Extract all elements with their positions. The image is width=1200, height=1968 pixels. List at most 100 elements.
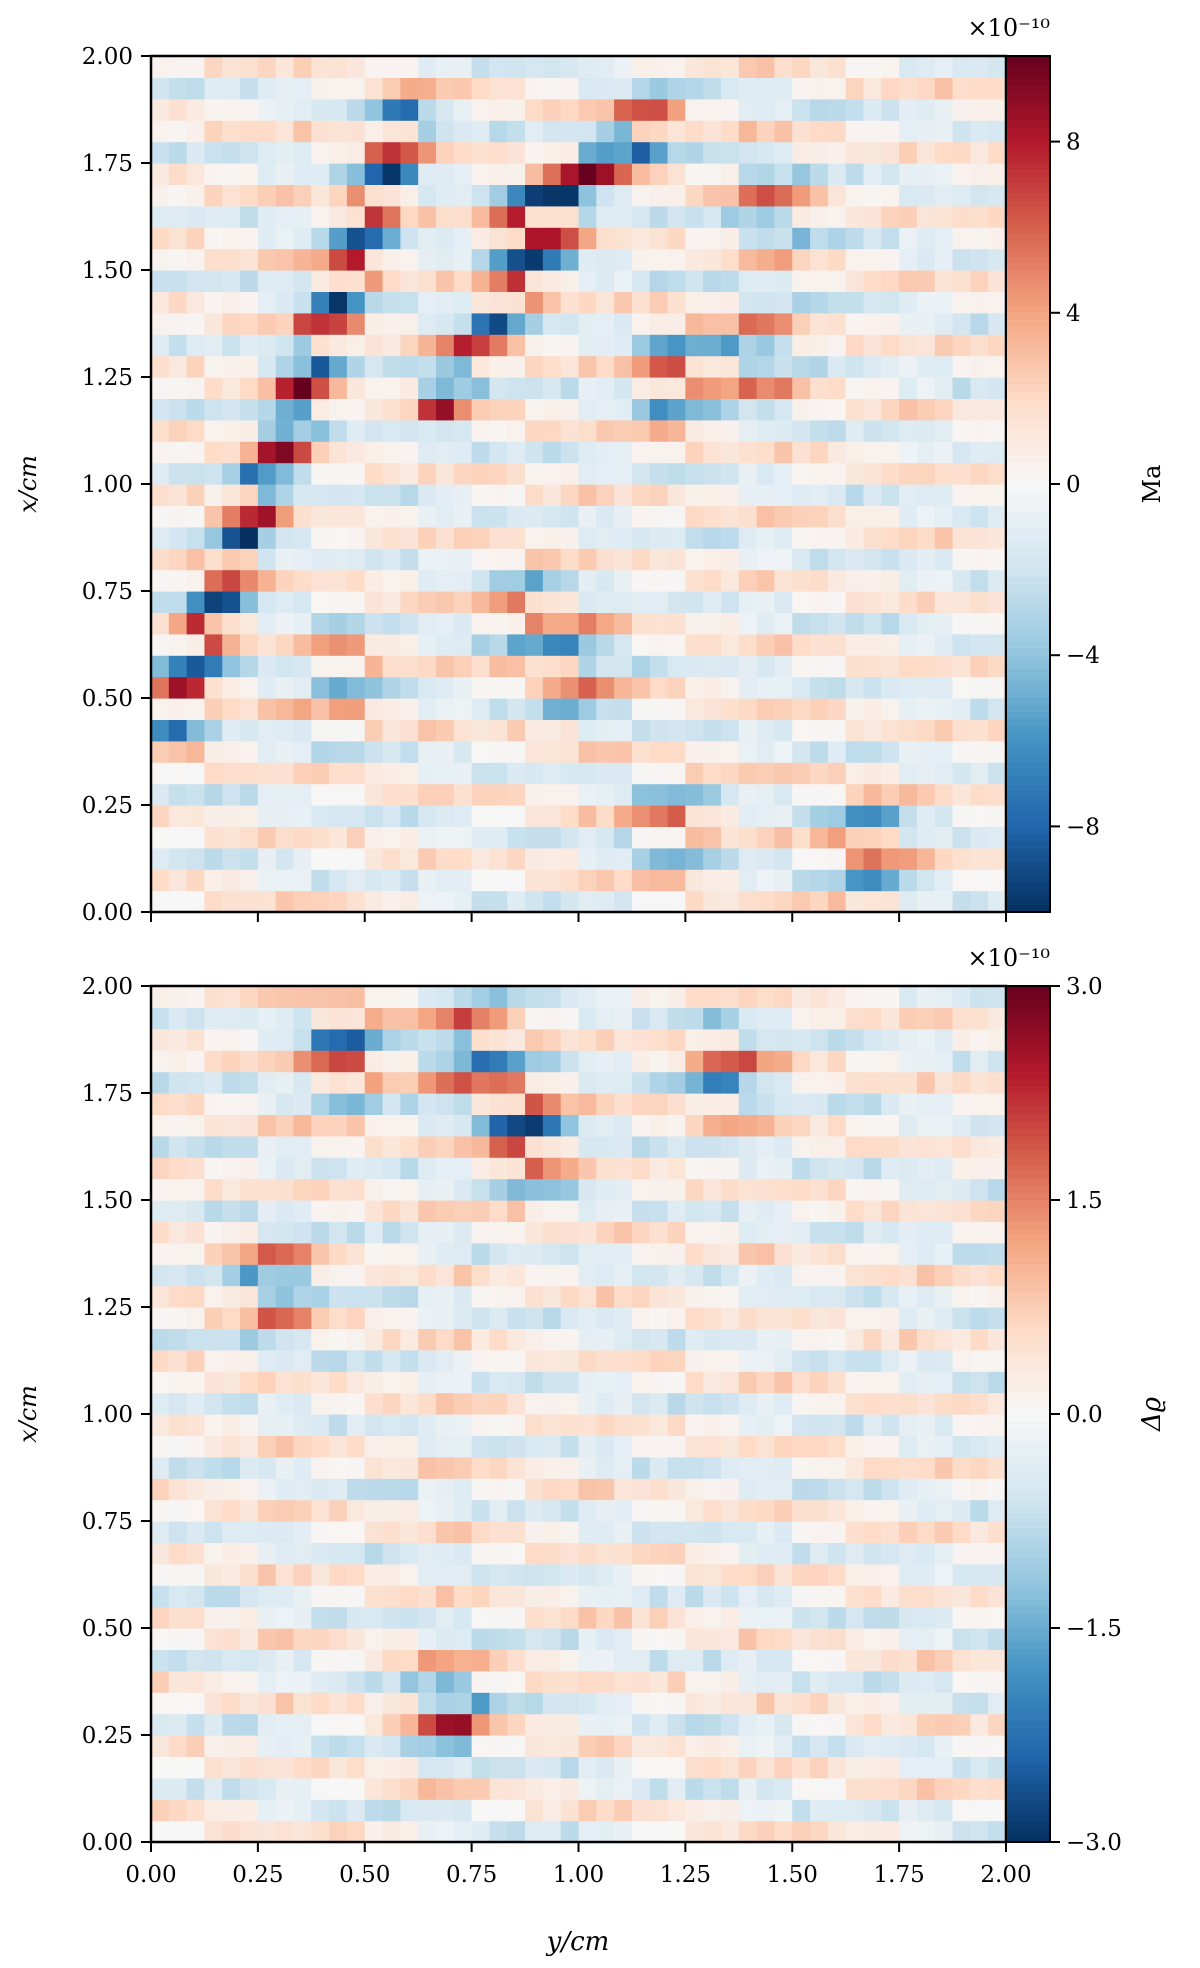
heatmap-cell [827,1114,847,1137]
heatmap-cell [364,1328,384,1351]
heatmap-cell [774,484,793,506]
colorbar-segment [1006,1000,1050,1008]
heatmap-cell [275,762,295,785]
heatmap-cell [346,762,366,785]
heatmap-cell [293,1178,312,1201]
heatmap-cell [721,1157,740,1180]
heatmap-cell [400,1456,419,1479]
heatmap-cell [489,419,508,442]
heatmap-cell [151,1692,170,1715]
heatmap-cell [810,1307,829,1329]
heatmap-cell [489,805,508,827]
heatmap-cell [471,1349,491,1372]
heatmap-cell [222,569,241,592]
heatmap-cell [346,77,366,100]
heatmap-cell [240,1435,259,1458]
colorbar-segment [1006,1192,1050,1201]
heatmap-cell [257,377,277,399]
heatmap-cell [631,1157,651,1180]
heatmap-cell [293,847,312,870]
heatmap-cell [881,1799,900,1822]
heatmap-cell [810,1392,829,1415]
heatmap-cell [204,655,223,678]
heatmap-cell [222,1307,241,1329]
heatmap-cell [810,1435,829,1458]
heatmap-cell [970,719,989,742]
heatmap-cell [560,1628,580,1650]
heatmap-cell [257,1307,277,1329]
heatmap-cell [186,655,206,678]
heatmap-cell [614,1285,633,1308]
heatmap-cell [685,698,704,720]
heatmap-cell [204,1799,223,1822]
heatmap-cell [471,377,491,399]
heatmap-cell [151,1670,170,1693]
heatmap-cell [542,120,562,143]
heatmap-cell [257,1628,277,1650]
heatmap-cell [756,1478,776,1501]
heatmap-cell [400,591,419,613]
heatmap-cell [240,676,259,699]
heatmap-cell [721,1392,740,1415]
heatmap-cell [364,847,384,870]
heatmap-cell [970,1585,989,1608]
heatmap-cell [827,1221,847,1244]
colorbar-segment [1006,476,1050,485]
heatmap-cell [845,163,865,185]
heatmap-cell [649,419,669,442]
heatmap-cell [329,184,348,207]
heatmap-cell [400,1542,419,1565]
heatmap-cell [952,1285,971,1308]
colorbar-segment [1006,1228,1050,1237]
heatmap-cell [685,1242,704,1265]
heatmap-cell [792,591,811,613]
heatmap-cell [774,633,793,656]
heatmap-cell [827,163,847,185]
heatmap-cell [685,1435,704,1458]
heatmap-cell [453,505,473,528]
heatmap-cell [186,1392,206,1415]
heatmap-cell [774,890,793,913]
colorbar-segment [1006,769,1050,778]
heatmap-cell [382,698,401,720]
heatmap-cell [685,1713,704,1736]
heatmap-cell [631,633,651,656]
heatmap-cell [863,890,882,913]
heatmap-cell [899,847,918,870]
heatmap-cell [400,1328,419,1351]
colorbar-segment [1006,355,1050,364]
heatmap-cell [916,462,936,485]
heatmap-cell [346,548,366,571]
heatmap-cell [293,1670,312,1693]
heatmap-cell [542,398,562,421]
heatmap-cell [204,1670,223,1693]
heatmap-cell [863,419,882,442]
heatmap-cell [738,163,758,185]
heatmap-cell [685,783,704,806]
heatmap-cell [257,141,277,164]
heatmap-cell [578,1349,597,1372]
heatmap-cell [578,270,597,292]
heatmap-cell [222,1157,241,1180]
heatmap-cell [542,1071,562,1094]
heatmap-cell [578,740,597,763]
heatmap-cell [471,248,491,271]
heatmap-cell [542,1585,562,1608]
heatmap-cell [738,462,758,485]
heatmap-cell [667,1135,686,1158]
heatmap-cell [578,227,597,250]
heatmap-cell [346,1414,366,1436]
heatmap-cell [649,1777,669,1800]
heatmap-cell [293,1371,312,1394]
heatmap-cell [311,56,330,78]
colorbar-segment [1006,669,1050,678]
heatmap-cell [845,1692,865,1715]
heatmap-cell [916,986,936,1008]
heatmap-cell [631,591,651,613]
heatmap-cell [293,1606,312,1629]
heatmap-cell [471,805,491,827]
heatmap-cell [382,1628,401,1650]
heatmap-cell [186,591,206,613]
heatmap-cell [614,120,633,143]
heatmap-cell [721,1071,740,1094]
